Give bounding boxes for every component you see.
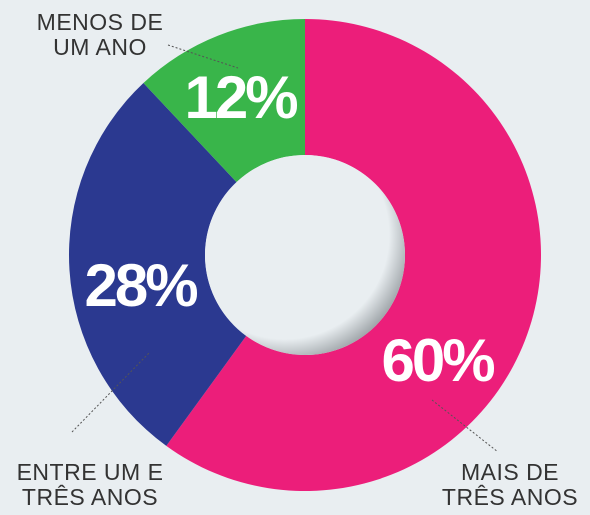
value-label: 12%: [184, 64, 297, 131]
slice: [143, 19, 305, 183]
donut-hole: [205, 155, 405, 355]
category-label: ENTRE UM E TRÊS ANOS: [16, 459, 164, 510]
category-label: MENOS DE UM ANO: [36, 9, 164, 60]
slice: [166, 19, 541, 491]
slice: [68, 82, 247, 446]
leader-line: [71, 351, 151, 433]
category-label: MAIS DE TRÊS ANOS: [441, 459, 579, 510]
leaders: [71, 44, 499, 453]
value-labels: 60% 28% 12%: [84, 64, 497, 394]
value-label: 28%: [84, 252, 197, 319]
value-label: 60%: [381, 327, 494, 394]
slices: [68, 19, 541, 491]
leader-line: [167, 44, 239, 69]
